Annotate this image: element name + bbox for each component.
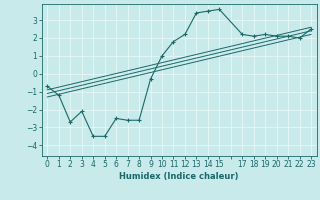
X-axis label: Humidex (Indice chaleur): Humidex (Indice chaleur) bbox=[119, 172, 239, 181]
